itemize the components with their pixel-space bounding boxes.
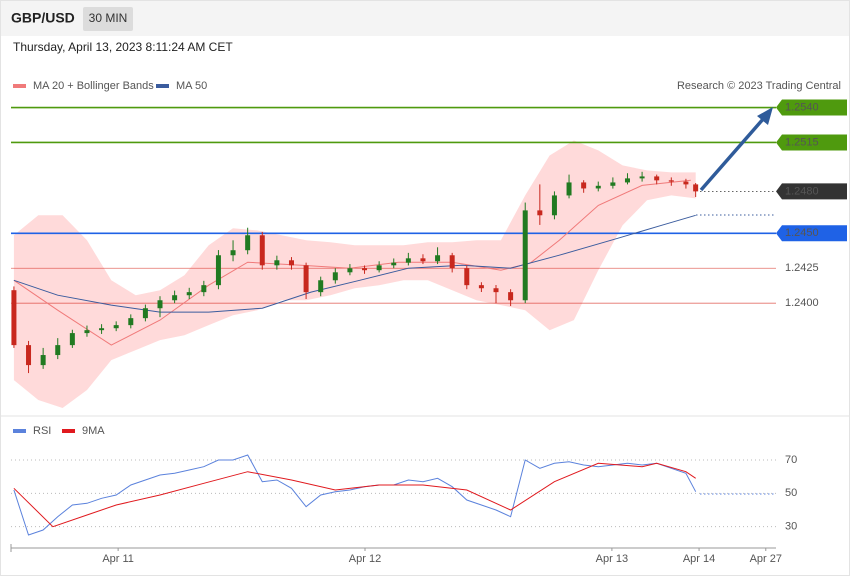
candle-body [420, 258, 426, 262]
candle-body [435, 255, 441, 262]
price-panel: 1.2540 1.2515 1.2480 1.2450 1.2425 1.2400 MA 2… [11, 80, 847, 408]
credit: Research © 2023 Trading Central [677, 80, 841, 92]
y-tick-label: 30 [785, 521, 797, 533]
candle-body [157, 300, 163, 309]
candle-body [99, 328, 105, 331]
symbol: GBP/USD [11, 10, 75, 26]
forecast-arrow-head [757, 107, 773, 125]
rsi-panel: 70 50 30 Apr 11 Apr 12 Apr 13 Apr 14 Apr 27 RSI 9… [10, 425, 797, 565]
candle-body [55, 345, 61, 356]
candle-body [405, 258, 411, 263]
date: Thursday, April 13, 2023 8:11:24 AM CET [13, 40, 233, 54]
y-tick-label: 50 [785, 487, 797, 499]
series-line [13, 214, 696, 313]
series-line [13, 462, 696, 528]
legend-label: 9MA [82, 425, 105, 437]
x-tick-label: Apr 14 [683, 553, 715, 565]
level-label: 1.2540 [785, 101, 819, 113]
timeframe[interactable]: 30 MIN [89, 11, 128, 25]
level-badge [776, 225, 847, 242]
candle-body [303, 265, 309, 293]
candle-body [245, 235, 251, 251]
candle-body [362, 268, 368, 271]
candle-body [40, 355, 46, 366]
level-label: 1.2450 [785, 227, 819, 239]
candle-body [215, 255, 221, 286]
candle-body [69, 333, 75, 346]
level-label: 1.2480 [785, 185, 819, 197]
level-label: 1.2400 [785, 297, 819, 309]
candle-body [318, 280, 324, 293]
legend-swatch [62, 429, 75, 433]
legend-label: MA 50 [176, 80, 207, 92]
candle-body [581, 182, 587, 189]
level-badge [776, 134, 847, 151]
candle-body [259, 235, 265, 266]
x-tick-label: Apr 13 [596, 553, 628, 565]
candle-body [595, 185, 601, 189]
candle-body [478, 285, 484, 289]
candle-body [683, 181, 689, 185]
legend-swatch [13, 429, 26, 433]
legend-label: MA 20 + Bollinger Bands [33, 80, 154, 92]
candle-body [449, 255, 455, 269]
candle-body [537, 210, 543, 216]
candle-body [508, 292, 514, 301]
candle-body [186, 292, 192, 296]
level-badge [776, 99, 847, 116]
candle-body [551, 195, 557, 216]
candle-body [11, 290, 17, 346]
x-tick-label: Apr 11 [102, 553, 134, 565]
candle-body [668, 180, 674, 182]
candle-body [376, 265, 382, 271]
level-badge [776, 183, 847, 200]
x-tick-label: Apr 27 [750, 553, 782, 565]
candle-body [693, 184, 699, 192]
candle-body [391, 262, 397, 266]
series-line [13, 454, 697, 536]
legend-swatch [156, 84, 169, 88]
timeframe-box[interactable] [83, 7, 133, 31]
candle-body [142, 308, 148, 319]
candle-body [274, 260, 280, 266]
header-bar [1, 1, 849, 36]
candle-body [128, 318, 134, 326]
legend-swatch [13, 84, 26, 88]
candle-body [26, 345, 32, 366]
level-label: 1.2515 [785, 136, 819, 148]
candle-body [84, 330, 90, 334]
level-label: 1.2425 [785, 262, 819, 274]
candle-body [113, 325, 119, 329]
candle-body [639, 176, 645, 179]
candle-body [522, 210, 528, 301]
candle-body [464, 268, 470, 286]
candle-body [201, 285, 207, 293]
candle-body [347, 268, 353, 273]
candle-body [172, 295, 178, 301]
candle-body [493, 288, 499, 293]
candle-body [230, 250, 236, 256]
candle-body [624, 178, 630, 183]
candle-body [566, 182, 572, 196]
candle-body [288, 260, 294, 266]
x-tick-label: Apr 12 [349, 553, 381, 565]
forecast-arrow [699, 116, 766, 192]
candle-body [654, 176, 660, 181]
candle-body [332, 272, 338, 281]
series-line [13, 179, 691, 346]
y-tick-label: 70 [785, 454, 797, 466]
legend-label: RSI [33, 425, 51, 437]
candle-body [610, 182, 616, 186]
